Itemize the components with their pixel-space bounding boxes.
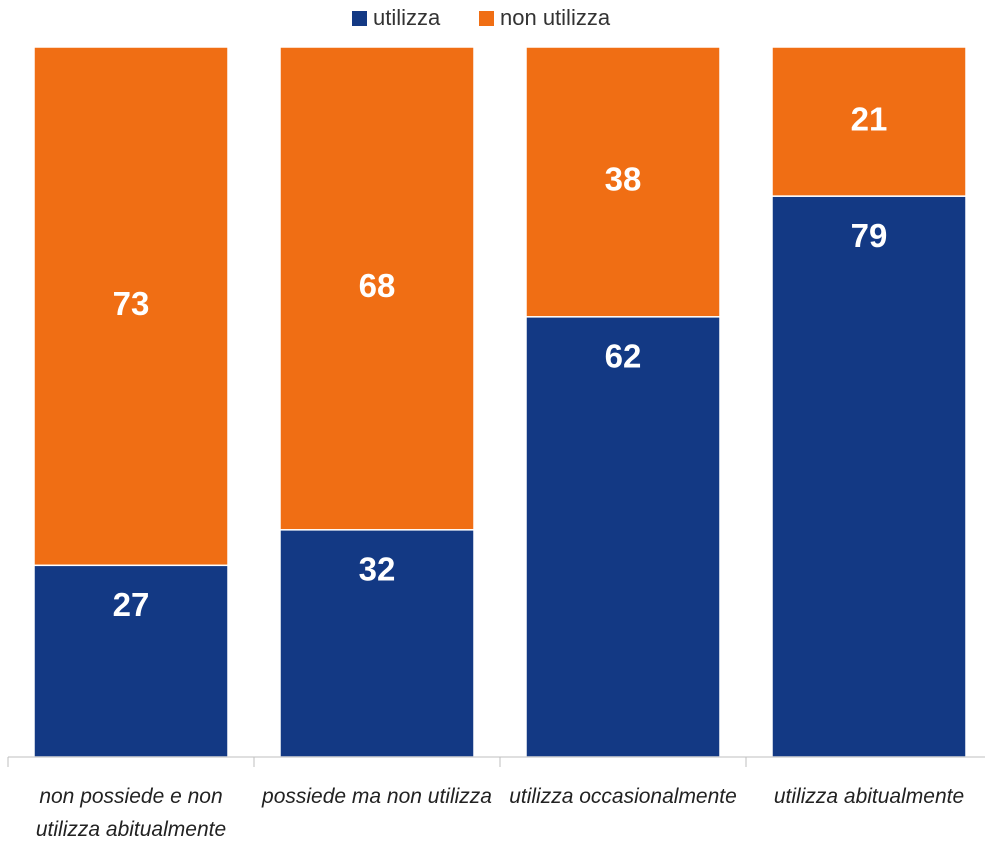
- x-tick-label: possiede ma non utilizza: [262, 785, 492, 808]
- data-label: 27: [113, 586, 150, 623]
- bar-segment: [33, 46, 229, 567]
- data-label: 79: [851, 217, 888, 254]
- data-label: 68: [359, 267, 396, 304]
- legend-swatch: [352, 11, 367, 26]
- bar-segment: [771, 195, 967, 758]
- data-label: 73: [113, 285, 150, 322]
- bar-segment: [279, 46, 475, 531]
- bar-segment: [525, 316, 721, 758]
- data-label: 62: [605, 338, 642, 375]
- data-label: 21: [851, 100, 888, 137]
- data-label: 38: [605, 161, 642, 198]
- bar-segment: [525, 46, 721, 318]
- x-tick-label: utilizza occasionalmente: [509, 785, 737, 808]
- x-tick-label: utilizza abitualmente: [773, 785, 965, 808]
- bar-segment: [33, 564, 229, 758]
- legend-label: utilizza: [373, 5, 441, 30]
- legend-swatch: [479, 11, 494, 26]
- legend-label: non utilizza: [500, 5, 611, 30]
- bar-segment: [771, 46, 967, 197]
- x-tick-label: non possiede e non utilizza abitualmente: [35, 785, 227, 841]
- data-label: 32: [359, 551, 396, 588]
